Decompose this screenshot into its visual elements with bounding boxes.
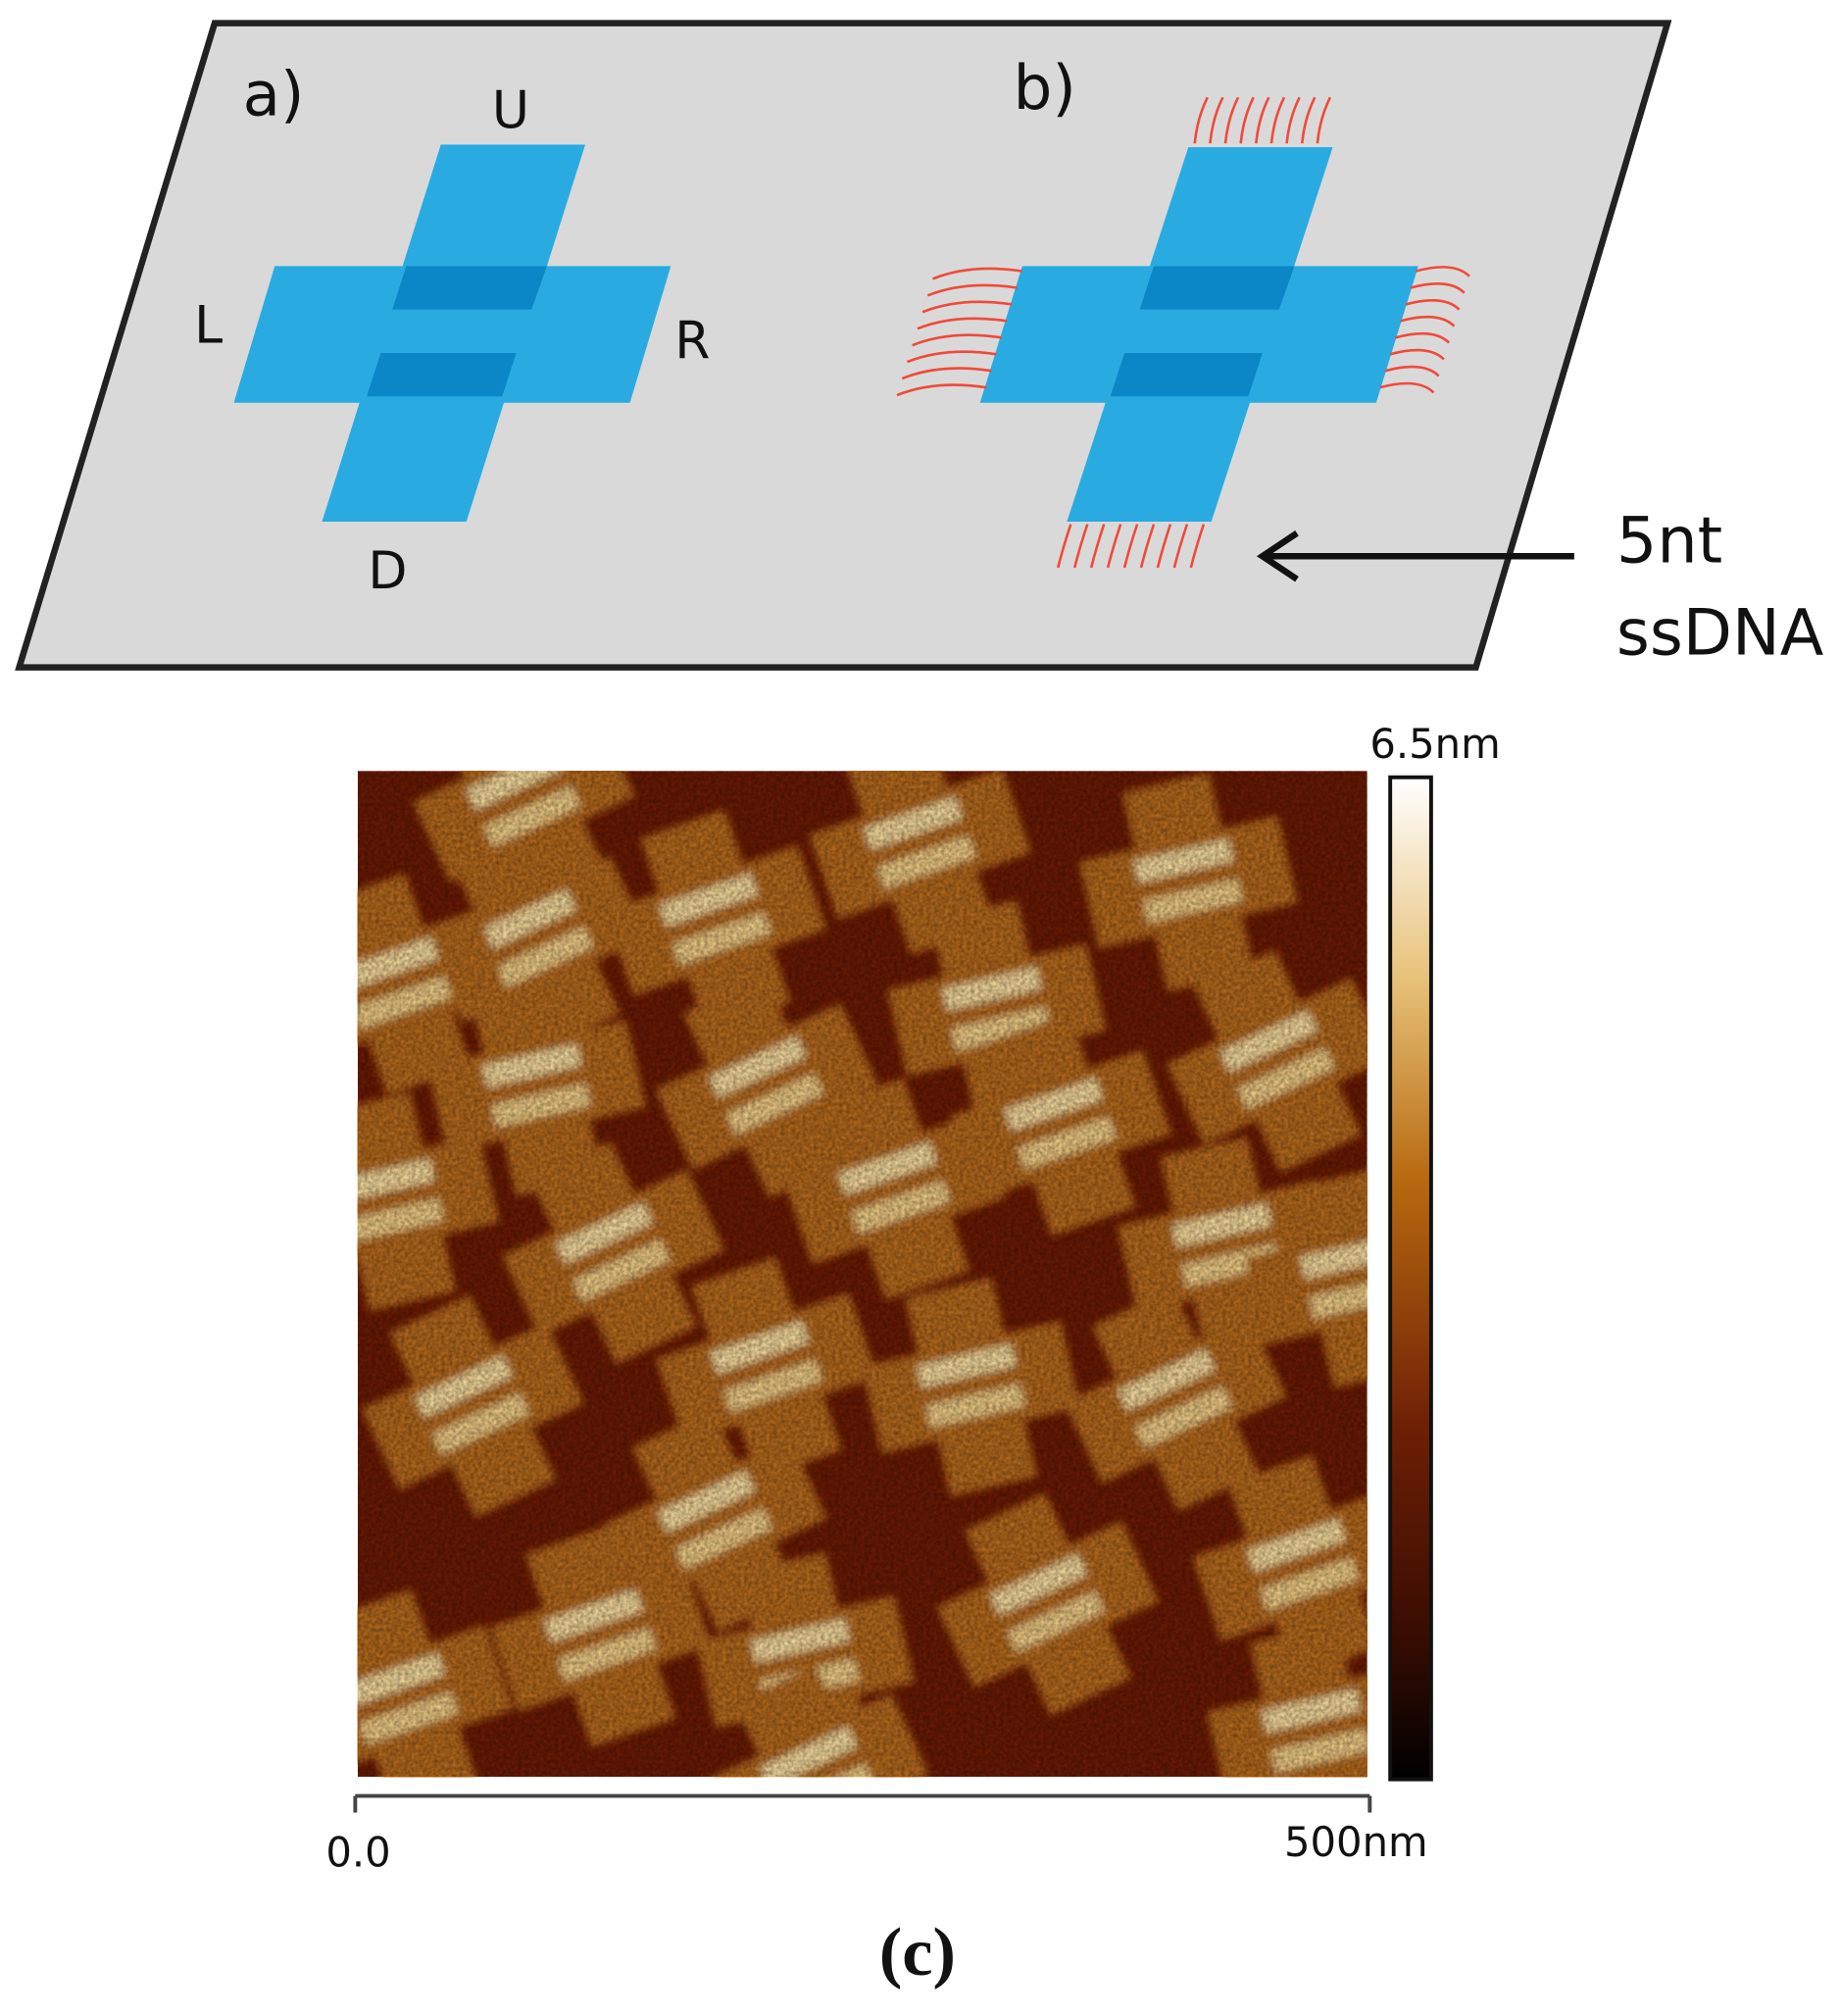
strand	[1223, 96, 1240, 144]
arm-label: R	[674, 312, 710, 371]
strand	[912, 333, 1003, 347]
arm-label: U	[492, 82, 529, 141]
caption: (c)	[879, 1914, 956, 1991]
strand	[1410, 282, 1466, 294]
strand	[896, 383, 987, 397]
strand	[1089, 524, 1106, 569]
strand	[1106, 524, 1122, 569]
colorbar-label: 6.5nm	[1369, 720, 1500, 768]
arm-label: L	[194, 297, 223, 356]
strand	[1072, 524, 1089, 569]
strand	[1156, 524, 1172, 569]
strand	[1239, 96, 1255, 144]
scale-label: 500nm	[1284, 1818, 1428, 1866]
strand	[1057, 524, 1072, 569]
strand	[1269, 96, 1286, 144]
strand	[926, 283, 1018, 297]
strand	[1139, 524, 1156, 569]
strand	[1405, 298, 1461, 311]
afm-image	[357, 771, 1368, 1778]
strand	[1193, 96, 1209, 144]
strand	[1172, 524, 1189, 569]
panel-label: a)	[243, 59, 305, 130]
arrow	[1256, 530, 1574, 582]
strand	[1122, 524, 1139, 569]
scale-bar	[353, 1793, 1372, 1813]
strand	[1189, 524, 1206, 569]
annotation: ssDNA	[1616, 597, 1824, 671]
panel-label: b)	[1014, 52, 1076, 124]
strand	[1255, 96, 1270, 144]
strand	[1285, 96, 1301, 144]
origami-cross-a	[233, 144, 671, 523]
strand	[906, 350, 997, 364]
strand	[1400, 315, 1456, 328]
strand	[1395, 331, 1451, 344]
scale-label: 0.0	[325, 1828, 390, 1876]
strand	[1384, 365, 1440, 378]
origami-cross-b	[979, 147, 1418, 523]
strand	[901, 367, 992, 380]
strand	[921, 300, 1013, 314]
strand	[917, 317, 1008, 330]
strand	[1209, 96, 1224, 144]
strand	[1415, 266, 1470, 277]
strand	[1316, 96, 1332, 144]
arm-label: D	[368, 542, 407, 601]
annotation: 5nt	[1616, 505, 1722, 579]
strand	[1389, 348, 1445, 361]
colorbar	[1388, 775, 1433, 1782]
strand	[932, 267, 1022, 280]
strand	[1379, 381, 1435, 394]
ssdna-strands	[896, 96, 1470, 569]
strand	[1300, 96, 1317, 144]
